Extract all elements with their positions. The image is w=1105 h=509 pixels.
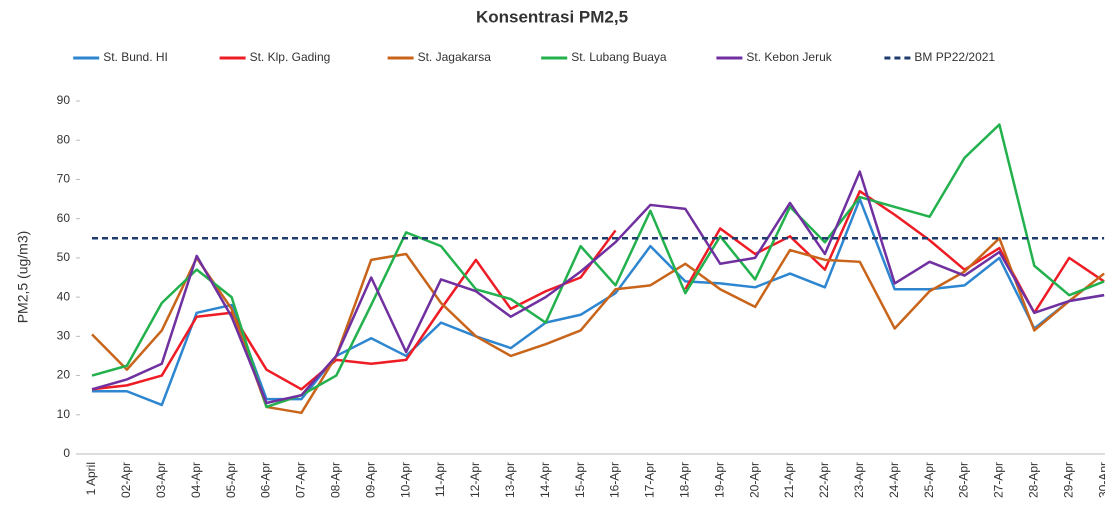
x-tick-label: 28-Apr	[1026, 462, 1040, 498]
x-tick-label: 09-Apr	[363, 462, 377, 498]
y-tick-label: 80	[57, 132, 71, 146]
x-tick-label: 27-Apr	[992, 462, 1006, 498]
x-tick-label: 04-Apr	[189, 462, 203, 498]
x-tick-label: 17-Apr	[643, 462, 657, 498]
y-tick-label: 30	[57, 329, 71, 343]
series-line	[92, 197, 1105, 407]
y-tick-label: 50	[57, 250, 71, 264]
x-tick-label: 05-Apr	[224, 462, 238, 498]
x-tick-label: 29-Apr	[1061, 462, 1075, 498]
x-tick-label: 10-Apr	[398, 462, 412, 498]
y-axis-label: PM2,5 (ug/m3)	[15, 231, 31, 324]
y-tick-label: 0	[63, 446, 70, 460]
legend-label: St. Klp. Gading	[250, 50, 331, 64]
x-tick-label: 06-Apr	[259, 462, 273, 498]
y-tick-label: 70	[57, 172, 71, 186]
series-line	[91, 170, 1105, 405]
x-tick-label: 12-Apr	[468, 462, 482, 498]
y-tick-label: 40	[57, 289, 71, 303]
x-tick-label: 24-Apr	[887, 462, 901, 498]
x-tick-label: 19-Apr	[712, 462, 726, 498]
y-tick-label: 60	[57, 211, 71, 225]
x-tick-label: 20-Apr	[747, 462, 761, 498]
x-tick-label: 22-Apr	[817, 462, 831, 498]
x-tick-label: 30-Apr	[1096, 462, 1105, 498]
x-tick-label: 18-Apr	[677, 462, 691, 498]
y-tick-label: 20	[57, 368, 71, 382]
series-line	[91, 123, 1105, 409]
legend-label: St. Jagakarsa	[418, 50, 492, 64]
x-tick-label: 03-Apr	[154, 462, 168, 498]
legend-label: St. Lubang Buaya	[571, 50, 667, 64]
x-tick-label: 16-Apr	[608, 462, 622, 498]
x-tick-label: 1 April	[84, 462, 98, 495]
x-tick-label: 07-Apr	[294, 462, 308, 498]
legend-label: BM PP22/2021	[914, 50, 995, 64]
x-tick-label: 02-Apr	[119, 462, 133, 498]
legend-label: St. Bund. HI	[103, 50, 168, 64]
legend-label: St. Kebon Jeruk	[746, 50, 832, 64]
x-tick-label: 26-Apr	[957, 462, 971, 498]
x-tick-label: 11-Apr	[433, 462, 447, 497]
x-tick-label: 23-Apr	[852, 462, 866, 498]
chart-title: Konsentrasi PM2,5	[476, 7, 628, 26]
y-tick-label: 10	[57, 407, 71, 421]
x-tick-label: 08-Apr	[328, 462, 342, 498]
x-tick-label: 14-Apr	[538, 462, 552, 498]
x-tick-label: 15-Apr	[573, 462, 587, 498]
series-line	[91, 189, 1105, 391]
x-tick-label: 13-Apr	[503, 462, 517, 498]
y-tick-label: 90	[57, 93, 71, 107]
x-tick-label: 25-Apr	[922, 462, 936, 498]
x-tick-label: 21-Apr	[782, 462, 796, 498]
